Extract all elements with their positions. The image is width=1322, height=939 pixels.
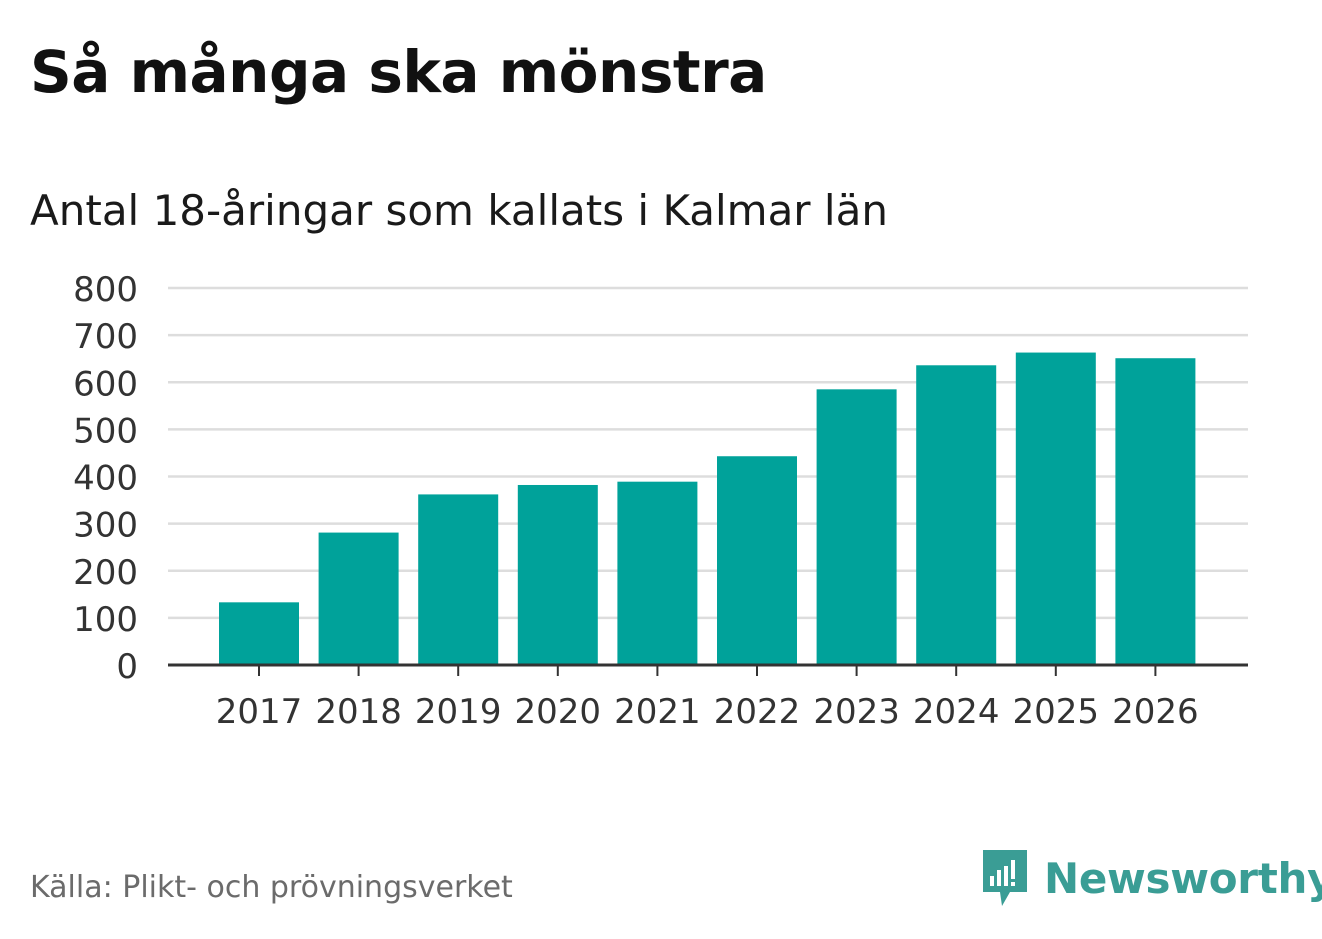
x-axis: 2017 2018 2019 2020 2021 2022 2023 2024 2025 2026 xyxy=(168,663,1248,732)
bars xyxy=(219,352,1196,665)
y-tick-label: 300 xyxy=(73,506,138,546)
x-tick-label: 2025 xyxy=(1013,692,1100,732)
x-tick-label: 2020 xyxy=(515,692,602,732)
x-tick-label: 2017 xyxy=(216,692,303,732)
bar-2026 xyxy=(1115,358,1196,665)
x-tick-label: 2018 xyxy=(315,692,402,732)
y-tick-label: 600 xyxy=(73,364,138,404)
x-tick-label: 2022 xyxy=(714,692,801,732)
x-tick-label: 2021 xyxy=(614,692,701,732)
chart-title: Så många ska mönstra xyxy=(30,38,767,106)
brand-name: Newsworthy xyxy=(1044,853,1322,903)
x-tick-label: 2026 xyxy=(1112,692,1199,732)
bar-2023 xyxy=(816,389,897,665)
y-tick-label: 100 xyxy=(73,600,138,640)
y-tick-label: 500 xyxy=(73,411,138,451)
bar-2018 xyxy=(318,532,399,665)
y-tick-label: 400 xyxy=(73,459,138,499)
bar-2024 xyxy=(916,365,997,665)
source-note: Källa: Plikt- och prövningsverket xyxy=(30,870,513,905)
bar-2025 xyxy=(1015,352,1096,665)
y-tick-label: 200 xyxy=(73,553,138,593)
bar-2021 xyxy=(617,481,698,665)
bar-2019 xyxy=(418,494,499,665)
y-tick-label: 800 xyxy=(73,270,138,310)
brand-logo[interactable]: Newsworthy xyxy=(980,848,1322,908)
bar-2017 xyxy=(219,602,299,665)
bar-2020 xyxy=(517,484,598,665)
x-tick-label: 2019 xyxy=(415,692,502,732)
y-tick-label: 0 xyxy=(116,647,138,687)
x-tick-label: 2023 xyxy=(813,692,900,732)
bar-2022 xyxy=(717,456,797,665)
newsworthy-logo-icon xyxy=(983,850,1027,906)
y-axis-ticks: 0 100 200 300 400 500 600 700 800 xyxy=(73,270,138,687)
y-tick-label: 700 xyxy=(73,317,138,357)
x-tick-label: 2024 xyxy=(913,692,1000,732)
chart-subtitle: Antal 18-åringar som kallats i Kalmar lä… xyxy=(30,186,888,235)
